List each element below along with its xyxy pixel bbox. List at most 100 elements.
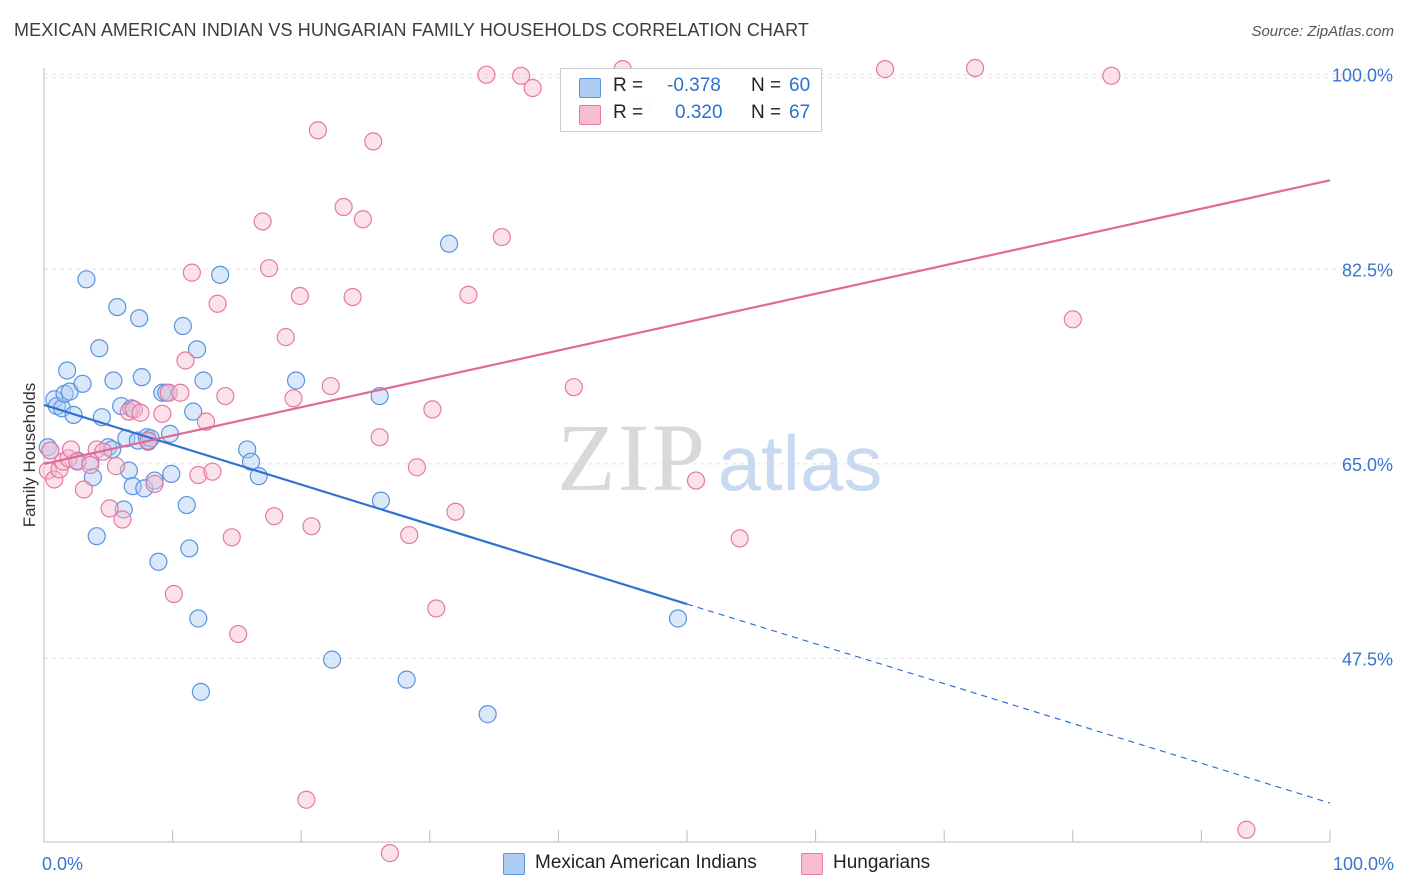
- point-series1-20: [153, 404, 172, 423]
- point-series1-49: [400, 525, 419, 545]
- point-series1-38: [290, 286, 310, 306]
- point-series0-59: [191, 682, 210, 701]
- y-tick-labels: 47.5% 65.0% 82.5% 100.0%: [1332, 66, 1393, 670]
- point-series0-36: [153, 383, 172, 402]
- point-series1-12: [100, 499, 119, 518]
- point-series1-57: [512, 66, 531, 85]
- point-series1-17: [131, 403, 150, 422]
- legend-r-label-2: R =: [613, 102, 644, 123]
- trend-line-mexican-extrapolated: [686, 603, 1331, 804]
- watermark: ZIP atlas: [557, 404, 882, 511]
- point-series1-1: [41, 441, 60, 460]
- legend-r-label: R =: [613, 75, 644, 96]
- point-series1-22: [164, 584, 183, 604]
- point-series1-2: [45, 470, 64, 489]
- y-tick-label-3: 100.0%: [1332, 66, 1393, 86]
- point-series1-58: [523, 78, 542, 98]
- point-series0-11: [77, 270, 96, 289]
- point-series0-18: [104, 371, 123, 390]
- point-series1-8: [74, 480, 93, 499]
- point-series1-62: [686, 471, 706, 490]
- point-series0-45: [189, 609, 208, 628]
- point-series1-9: [81, 455, 100, 475]
- point-series0-52: [322, 650, 342, 669]
- legend-swatch-blue: [579, 78, 601, 98]
- point-series0-10: [73, 374, 92, 393]
- point-series0-0: [38, 438, 57, 457]
- point-series0-29: [132, 368, 151, 387]
- point-series1-39: [297, 790, 316, 809]
- point-series1-23: [171, 383, 190, 402]
- point-series1-28: [203, 462, 222, 481]
- point-series1-14: [113, 510, 132, 529]
- point-series0-43: [184, 402, 203, 421]
- point-series1-54: [459, 285, 478, 304]
- point-series1-65: [965, 58, 985, 78]
- point-series0-39: [162, 464, 181, 484]
- point-series0-58: [668, 609, 688, 628]
- point-series1-26: [189, 465, 208, 485]
- point-series1-42: [321, 376, 340, 396]
- point-series1-24: [176, 351, 195, 370]
- grid-layer: [44, 74, 1394, 660]
- point-series1-44: [343, 287, 362, 307]
- point-series0-42: [180, 539, 199, 558]
- point-series0-15: [90, 339, 109, 358]
- y-axis-label: Family Households: [20, 382, 39, 528]
- point-series0-40: [173, 316, 192, 336]
- point-series1-31: [222, 528, 241, 547]
- legend-r-value-mexican: -0.378: [667, 75, 721, 96]
- point-series1-32: [229, 624, 248, 644]
- point-series1-41: [308, 121, 328, 140]
- point-series1-53: [446, 502, 465, 521]
- point-series0-20: [108, 298, 127, 317]
- legend-swatch-pink: [579, 105, 601, 125]
- point-series1-40: [302, 517, 321, 536]
- chart-title: MEXICAN AMERICAN INDIAN VS HUNGARIAN FAM…: [14, 20, 809, 40]
- legend-label-mexican: Mexican American Indians: [535, 852, 757, 873]
- point-series1-59: [564, 378, 583, 397]
- point-series1-68: [1237, 820, 1256, 839]
- point-series1-19: [145, 474, 164, 494]
- point-series1-66: [1063, 310, 1082, 329]
- correlation-legend: R = -0.378 N = 60 R = 0.320 N = 67: [560, 68, 822, 132]
- point-series1-48: [380, 844, 400, 863]
- point-series1-47: [370, 428, 389, 447]
- points-layer: [38, 58, 1256, 863]
- point-series1-25: [182, 263, 201, 282]
- point-series0-56: [439, 234, 459, 253]
- legend-swatch-mexican: [503, 853, 525, 875]
- point-series1-50: [407, 458, 427, 477]
- legend-swatch-hungarians: [801, 853, 823, 875]
- point-series0-26: [123, 477, 142, 496]
- watermark-atlas: atlas: [718, 419, 883, 507]
- point-series1-13: [106, 457, 126, 476]
- point-series1-36: [276, 328, 295, 347]
- legend-n-value-mexican: 60: [789, 75, 811, 96]
- point-series1-63: [730, 529, 749, 548]
- point-series1-35: [265, 507, 284, 526]
- legend-n-value-hungarian: 67: [789, 102, 811, 123]
- y-tick-label-2: 82.5%: [1342, 260, 1393, 280]
- point-series1-55: [477, 65, 496, 84]
- point-series1-67: [1102, 66, 1121, 85]
- point-series1-34: [259, 259, 279, 278]
- point-series0-41: [177, 495, 196, 515]
- x-tick-label-min: 0.0%: [42, 854, 83, 874]
- legend-r-value-hungarian: 0.320: [675, 102, 723, 123]
- point-series0-28: [130, 309, 149, 328]
- point-series0-51: [286, 371, 306, 390]
- point-series1-46: [364, 132, 383, 151]
- chart-source: Source: ZipAtlas.com: [1251, 23, 1394, 40]
- point-series0-55: [397, 670, 416, 689]
- x-tick-label-max: 100.0%: [1333, 854, 1394, 874]
- point-series1-45: [353, 210, 373, 229]
- legend-n-label-2: N =: [751, 102, 782, 123]
- point-series1-43: [334, 197, 353, 217]
- y-tick-label-1: 65.0%: [1342, 455, 1393, 475]
- point-series1-52: [427, 599, 446, 618]
- point-series0-6: [58, 361, 77, 380]
- point-series1-51: [423, 400, 442, 419]
- point-series0-46: [194, 371, 213, 390]
